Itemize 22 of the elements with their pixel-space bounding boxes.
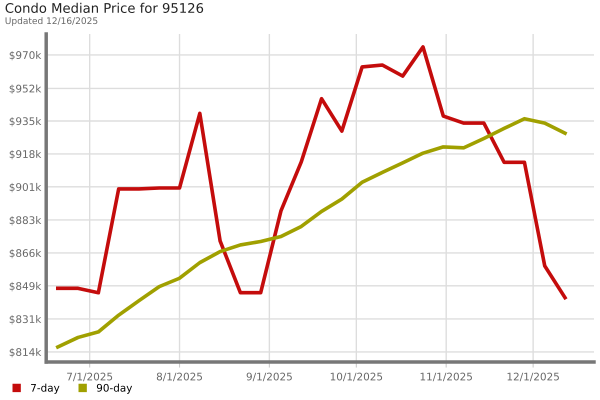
y-tick-label: $866k <box>10 248 42 258</box>
y-tick-label: $952k <box>10 84 42 94</box>
line-series <box>56 116 567 349</box>
y-tick-label: $970k <box>10 50 42 60</box>
y-tick-label: $883k <box>10 216 42 226</box>
y-tick-label: $814k <box>10 348 42 358</box>
y-tick-label: $918k <box>10 150 42 160</box>
chart-subtitle: Updated 12/16/2025 <box>6 17 98 26</box>
x-tick-label: 10/1/2025 <box>330 372 382 382</box>
chart-title: Condo Median Price for 95126 <box>6 2 204 13</box>
legend-label: 90-day <box>96 384 132 394</box>
legend-label: 7-day <box>31 384 60 394</box>
x-tick-label: 7/1/2025 <box>67 372 112 382</box>
y-tick-label: $831k <box>10 315 42 324</box>
line-series <box>56 45 567 300</box>
x-tick-label: 12/1/2025 <box>508 372 559 382</box>
x-tick-label: 8/1/2025 <box>156 372 202 382</box>
y-tick-label: $901k <box>10 182 42 192</box>
x-tick-label: 11/1/2025 <box>420 372 472 382</box>
y-tick-label: $849k <box>10 282 42 292</box>
y-tick-label: $935k <box>10 117 42 126</box>
x-tick-label: 9/1/2025 <box>246 372 292 382</box>
